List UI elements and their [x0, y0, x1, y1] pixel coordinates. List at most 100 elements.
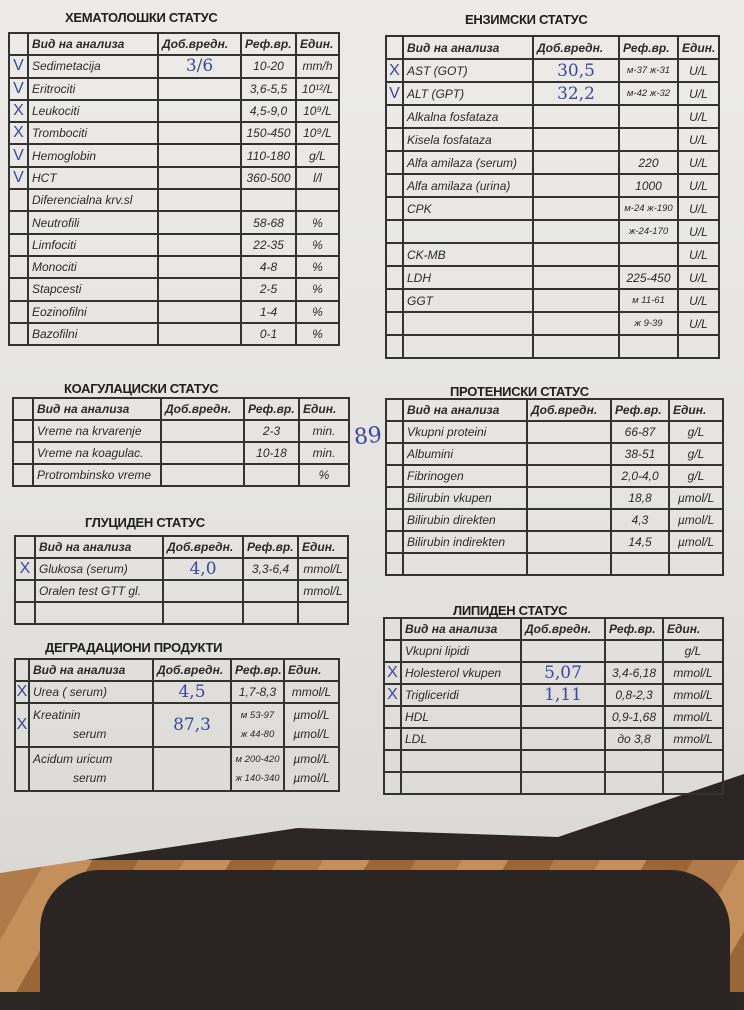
check-mark[interactable] — [385, 265, 404, 290]
check-mark[interactable]: X — [14, 680, 30, 704]
result-value[interactable] — [157, 232, 242, 257]
check-mark[interactable]: X — [14, 702, 30, 748]
result-value[interactable] — [160, 441, 245, 465]
check-mark[interactable] — [385, 530, 404, 554]
result-value[interactable]: 32,2 — [532, 81, 620, 106]
result-value[interactable] — [157, 98, 242, 124]
check-mark[interactable]: X — [385, 58, 404, 83]
result-value[interactable] — [532, 311, 620, 336]
result-value[interactable]: 30,5 — [532, 58, 620, 83]
check-mark[interactable]: V — [385, 81, 404, 106]
result-value[interactable]: 4,5 — [152, 680, 232, 704]
check-mark[interactable] — [385, 104, 404, 129]
result-value[interactable]: 1,11 — [520, 683, 606, 707]
result-value[interactable] — [520, 639, 606, 663]
check-mark[interactable] — [385, 552, 404, 576]
result-value[interactable] — [526, 420, 612, 444]
check-mark[interactable] — [385, 508, 404, 532]
check-mark[interactable] — [385, 173, 404, 198]
check-mark[interactable] — [12, 463, 34, 487]
check-mark[interactable]: V — [8, 143, 29, 168]
result-value[interactable]: 5,07 — [520, 661, 606, 685]
check-mark[interactable] — [14, 579, 36, 603]
check-mark[interactable] — [8, 277, 29, 302]
result-value[interactable] — [532, 173, 620, 198]
result-value[interactable] — [157, 76, 242, 101]
check-mark[interactable]: X — [8, 98, 29, 124]
result-value[interactable] — [157, 143, 242, 168]
result-value[interactable] — [162, 601, 244, 625]
result-value[interactable] — [532, 104, 620, 129]
reference-range — [604, 771, 664, 795]
check-mark[interactable] — [8, 232, 29, 257]
check-mark[interactable] — [383, 639, 402, 663]
analysis-name — [402, 219, 534, 244]
result-value[interactable] — [532, 288, 620, 313]
check-mark[interactable] — [385, 288, 404, 313]
check-mark[interactable] — [8, 321, 29, 347]
result-value[interactable] — [520, 727, 606, 751]
result-value[interactable] — [526, 508, 612, 532]
check-mark[interactable] — [383, 705, 402, 729]
check-mark[interactable] — [385, 442, 404, 466]
check-mark[interactable]: V — [8, 165, 29, 191]
result-value[interactable] — [520, 771, 606, 795]
check-mark[interactable]: V — [8, 54, 29, 79]
result-value[interactable]: 4,0 — [162, 557, 244, 581]
result-value[interactable] — [157, 210, 242, 235]
check-mark[interactable]: X — [383, 661, 402, 685]
check-mark[interactable] — [383, 771, 402, 795]
result-value[interactable]: 3/6 — [157, 54, 242, 79]
check-mark[interactable] — [385, 334, 404, 359]
result-value[interactable] — [532, 334, 620, 359]
check-mark[interactable] — [383, 749, 402, 773]
result-value[interactable] — [532, 127, 620, 152]
check-mark[interactable] — [385, 420, 404, 444]
result-value[interactable] — [157, 299, 242, 324]
check-mark[interactable] — [385, 150, 404, 175]
check-mark[interactable] — [12, 419, 34, 443]
check-mark[interactable] — [385, 486, 404, 510]
result-value[interactable] — [532, 150, 620, 175]
result-value[interactable] — [532, 242, 620, 267]
result-value[interactable] — [520, 705, 606, 729]
check-mark[interactable] — [385, 311, 404, 336]
check-mark[interactable]: V — [8, 76, 29, 101]
result-value[interactable] — [162, 579, 244, 603]
check-mark[interactable]: X — [14, 557, 36, 581]
check-mark[interactable] — [385, 127, 404, 152]
result-value[interactable] — [160, 419, 245, 443]
result-value[interactable] — [526, 530, 612, 554]
check-mark[interactable] — [8, 210, 29, 235]
check-mark[interactable] — [14, 746, 30, 792]
result-value[interactable] — [520, 749, 606, 773]
check-mark[interactable] — [8, 188, 29, 213]
result-value[interactable] — [532, 265, 620, 290]
check-mark[interactable] — [14, 601, 36, 625]
result-value[interactable] — [157, 321, 242, 347]
result-value[interactable] — [532, 196, 620, 221]
result-value[interactable] — [526, 442, 612, 466]
check-mark[interactable] — [8, 299, 29, 324]
check-mark[interactable] — [8, 254, 29, 280]
check-mark[interactable] — [383, 727, 402, 751]
result-value[interactable] — [526, 552, 612, 576]
result-value[interactable] — [157, 121, 242, 146]
check-mark[interactable]: X — [8, 121, 29, 146]
check-mark[interactable] — [385, 242, 404, 267]
result-value[interactable] — [157, 277, 242, 302]
result-value[interactable] — [157, 188, 242, 213]
result-value[interactable] — [157, 165, 242, 191]
result-value[interactable] — [152, 746, 232, 792]
result-value[interactable] — [157, 254, 242, 280]
check-mark[interactable] — [12, 441, 34, 465]
check-mark[interactable]: X — [383, 683, 402, 707]
result-value[interactable] — [526, 486, 612, 510]
result-value[interactable] — [160, 463, 245, 487]
result-value[interactable] — [532, 219, 620, 244]
check-mark[interactable] — [385, 196, 404, 221]
result-value[interactable]: 87,3 — [152, 702, 232, 748]
check-mark[interactable] — [385, 464, 404, 488]
check-mark[interactable] — [385, 219, 404, 244]
result-value[interactable] — [526, 464, 612, 488]
